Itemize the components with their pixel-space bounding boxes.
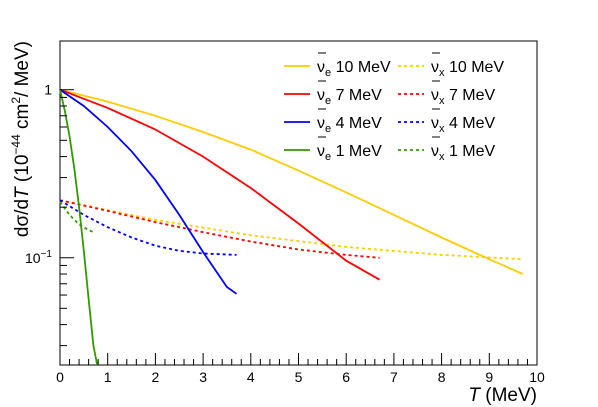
legend-nu: ν [431,143,439,160]
x-axis-label: T (MeV) [468,385,537,406]
legend-energy: 10 MeV [331,59,391,76]
y-axis-label-tail: / MeV) [12,41,33,97]
series-line-x-1-mev [59,201,94,234]
y-axis-label-unit-exponent: 2 [9,97,23,104]
y-axis-label-variable: T [12,186,33,199]
x-tick-label: 4 [247,369,255,385]
x-tick-label: 6 [342,369,350,385]
legend-nu: ν [317,115,325,132]
series-line-x-7-mev [59,199,380,259]
legend-flavor: e [325,123,331,135]
x-tick-label: 5 [295,369,303,385]
x-axis-label-unit: (MeV) [480,385,537,406]
x-tick-label: 8 [438,369,446,385]
y-tick-label: 10−1 [25,249,52,266]
x-tick-label: 0 [56,369,64,385]
y-tick-label-exponent: −1 [41,249,53,260]
legend-energy: 7 MeV [445,87,496,104]
x-tick-label: 1 [104,369,112,385]
legend-energy: 4 MeV [445,115,496,132]
legend-flavor: e [325,67,331,79]
legend-label: νx 7 MeV [431,87,496,107]
series-line-x-4-mev [59,199,237,256]
x-tick-label: 10 [529,369,545,385]
legend-flavor: e [325,151,331,163]
legend-nu: ν [431,87,439,104]
legend-nu: ν [317,143,325,160]
legend-label: νx 4 MeV [431,115,496,135]
legend-nu: ν [317,87,325,104]
x-tick-label: 2 [152,369,160,385]
legend-label: νe 10 MeV [317,59,391,79]
legend-energy: 10 MeV [445,59,505,76]
legend-flavor: x [439,151,445,163]
x-tick-label: 9 [485,369,493,385]
legend-energy: 1 MeV [445,143,496,160]
series-line-e-1-mev [59,89,99,366]
y-axis-label-open: (10 [12,155,33,188]
legend-energy: 7 MeV [331,87,382,104]
legend-nu: ν [317,59,325,76]
y-tick-label: 1 [44,82,52,98]
legend-label: νe 4 MeV [317,115,382,135]
legend-flavor: x [439,67,445,79]
series-line-e-10-mev [59,88,524,275]
legend-nu: ν [431,115,439,132]
y-axis-label-unit: cm [12,104,33,135]
series-line-x-10-mev [59,199,523,261]
x-tick-label: 3 [199,369,207,385]
x-axis-label-variable: T [468,385,481,406]
legend-flavor: x [439,123,445,135]
legend-energy: 4 MeV [331,115,382,132]
legend-label: νe 1 MeV [317,143,382,163]
series-line-e-4-mev [59,88,238,295]
y-axis-label: dσ/dT (10−44 cm2/ MeV) [9,41,33,237]
legend-nu: ν [431,59,439,76]
legend-flavor: x [439,95,445,107]
y-axis-label-prefix: dσ/d [12,199,33,237]
legend-label: νx 10 MeV [431,59,504,79]
legend-flavor: e [325,95,331,107]
legend-energy: 1 MeV [331,143,382,160]
y-tick-label-base: 10 [25,250,41,266]
series-layer [59,88,524,366]
x-tick-label: 7 [390,369,398,385]
legend-label: νx 1 MeV [431,143,496,163]
y-axis-label-exponent: −44 [9,134,23,155]
legend-label: νe 7 MeV [317,87,382,107]
